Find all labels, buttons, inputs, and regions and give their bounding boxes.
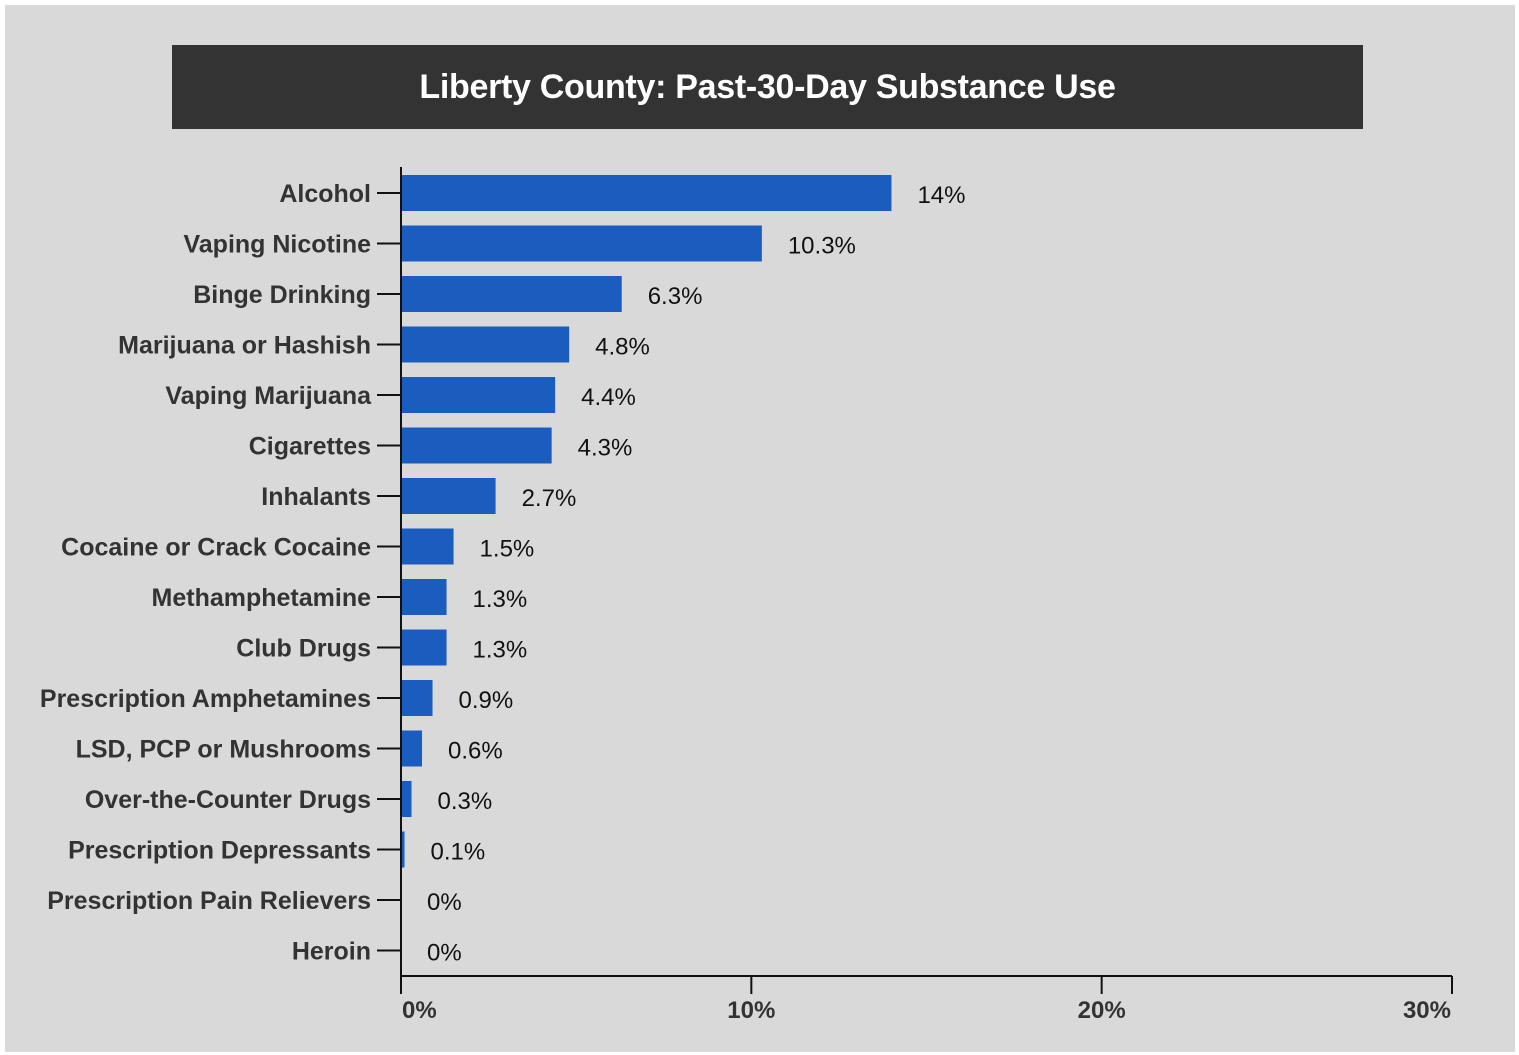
bar (401, 730, 423, 767)
x-tick-label: 0% (402, 997, 437, 1024)
category-label: Heroin (292, 938, 371, 966)
category-label: Vaping Marijuana (165, 382, 372, 410)
bar (401, 225, 762, 262)
category-label: Inhalants (261, 483, 371, 511)
chart-title-bar: Liberty County: Past-30-Day Substance Us… (172, 45, 1363, 129)
data-label: 6.3% (648, 283, 703, 310)
data-label: 0.6% (448, 738, 503, 765)
category-label: Prescription Pain Relievers (47, 887, 371, 915)
data-label: 14% (917, 182, 965, 209)
bar (401, 478, 496, 514)
data-label: 4.8% (595, 334, 650, 361)
category-label: Methamphetamine (152, 584, 372, 612)
bar (401, 175, 892, 211)
data-label: 4.3% (578, 435, 633, 462)
category-label: Over-the-Counter Drugs (85, 786, 371, 814)
data-label: 2.7% (522, 485, 577, 512)
category-label: Prescription Depressants (68, 837, 371, 865)
bar (401, 276, 622, 312)
data-label: 0% (427, 889, 462, 916)
category-label: Club Drugs (236, 635, 371, 663)
data-label: 1.3% (473, 637, 528, 664)
bar (401, 680, 433, 716)
data-label: 10.3% (788, 233, 856, 260)
chart-title: Liberty County: Past-30-Day Substance Us… (419, 67, 1116, 106)
x-tick-label: 10% (727, 997, 775, 1024)
data-label: 1.5% (480, 536, 535, 563)
data-label: 0% (427, 940, 462, 967)
bar (401, 629, 447, 666)
bar (401, 579, 447, 615)
category-label: LSD, PCP or Mushrooms (76, 736, 371, 764)
category-label: Binge Drinking (193, 281, 371, 309)
category-label: Cocaine or Crack Cocaine (61, 534, 371, 562)
category-label: Vaping Nicotine (183, 231, 371, 259)
bar (401, 427, 552, 464)
bar (401, 781, 412, 817)
x-tick-label: 20% (1078, 997, 1126, 1024)
bar (401, 326, 570, 363)
data-label: 0.1% (431, 839, 486, 866)
bar (401, 377, 556, 413)
category-label: Cigarettes (249, 433, 371, 461)
data-label: 1.3% (473, 586, 528, 613)
category-label: Prescription Amphetamines (40, 685, 371, 713)
data-label: 0.3% (438, 788, 493, 815)
x-tick-label: 30% (1403, 997, 1451, 1024)
bar (401, 831, 405, 868)
data-label: 4.4% (581, 384, 636, 411)
category-label: Alcohol (279, 180, 371, 208)
bar (401, 528, 454, 565)
data-label: 0.9% (459, 687, 514, 714)
category-label: Marijuana or Hashish (118, 332, 371, 360)
